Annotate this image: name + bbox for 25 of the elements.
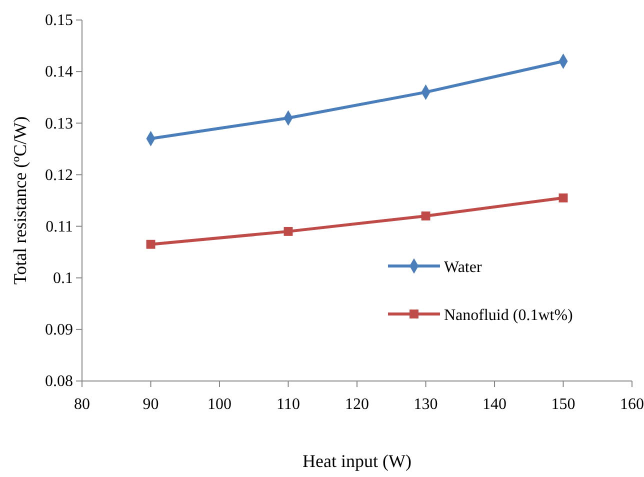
x-tick-label: 130 (414, 396, 438, 414)
y-axis-title: Total resistance (ºC/W) (10, 116, 30, 285)
point (421, 212, 430, 220)
x-tick-label: 80 (74, 396, 90, 414)
y-tick-label: 0.09 (45, 322, 73, 339)
x-tick-label: 140 (482, 396, 506, 414)
point (558, 193, 568, 202)
legend-label: Nanofluid (0.1wt%) (444, 307, 573, 324)
x-tick-label: 160 (620, 396, 644, 414)
x-tick-label: 110 (276, 396, 300, 414)
x-tick-label: 120 (345, 396, 369, 414)
y-tick-label: 0.14 (45, 64, 73, 81)
y-tick-label: 0.15 (45, 12, 73, 30)
y-tick-label: 0.11 (46, 218, 73, 236)
y-tick-label: 0.12 (45, 166, 73, 184)
y-tick-label: 0.08 (45, 373, 73, 390)
y-tick-label: 0.13 (45, 115, 73, 132)
x-tick-label: 150 (551, 396, 576, 414)
x-axis-title: Heat input (W) (302, 451, 412, 471)
x-tick-label: 100 (208, 396, 232, 414)
y-tick-label: 0.1 (53, 270, 73, 287)
point (284, 226, 293, 236)
legend-label: Water (444, 259, 482, 276)
x-tick-label: 90 (142, 396, 159, 414)
point (146, 240, 156, 249)
